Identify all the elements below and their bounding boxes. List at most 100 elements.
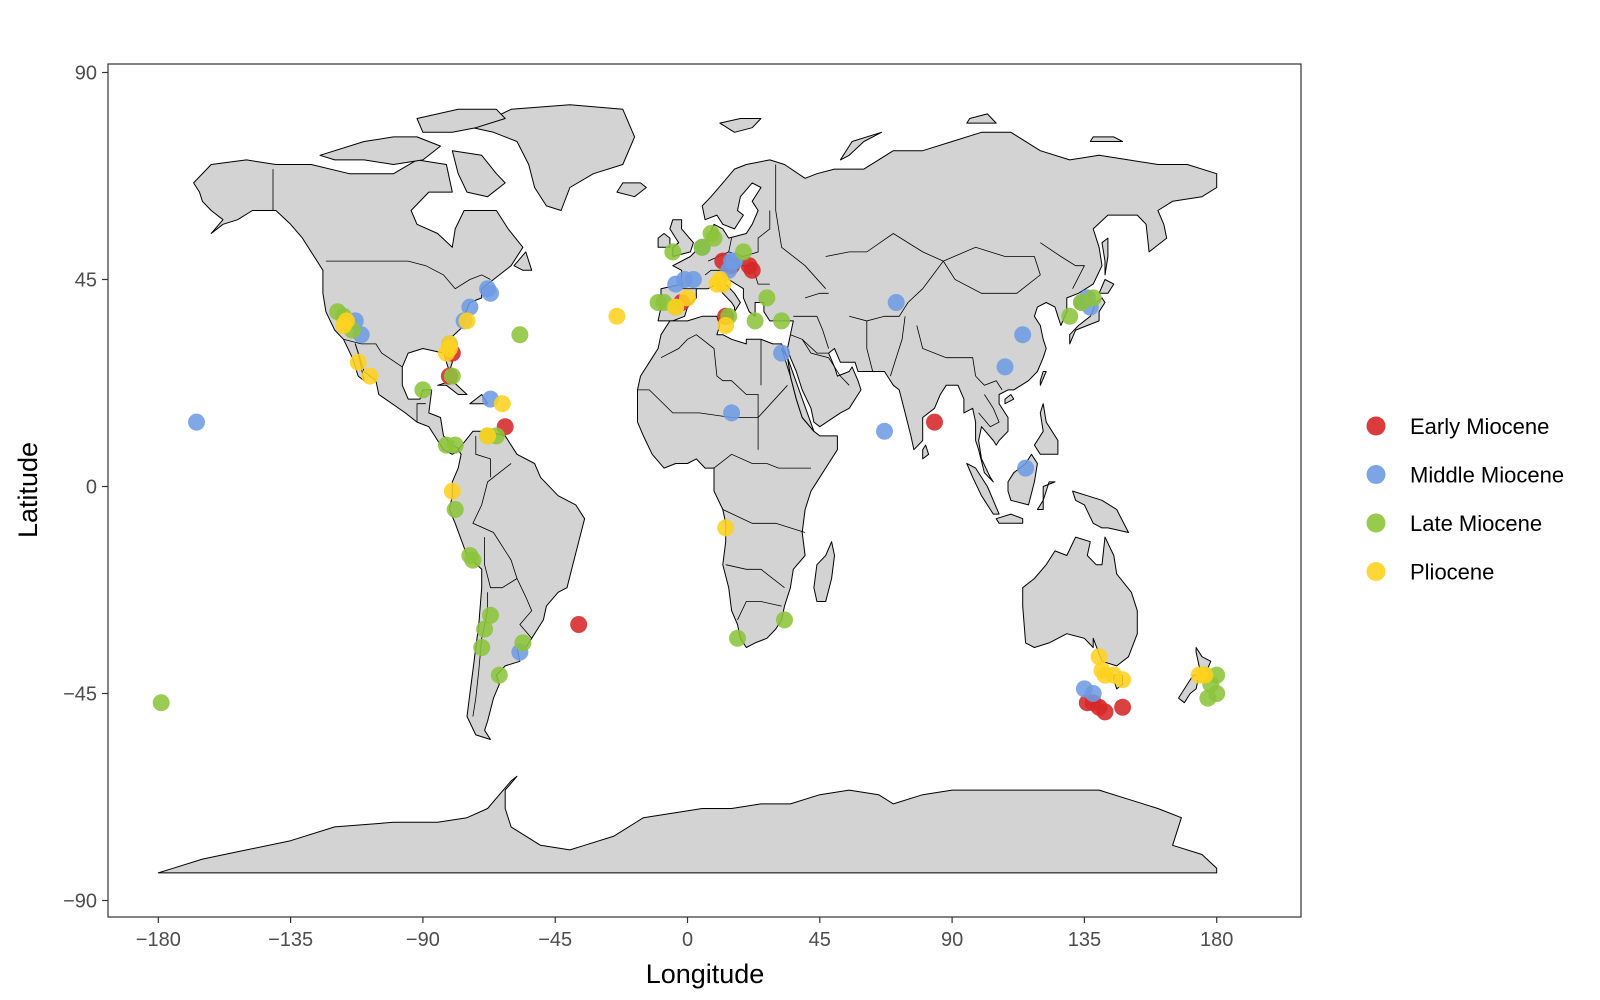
legend-item-middle-miocene: Middle Miocene (1366, 463, 1564, 488)
point-late-miocene (746, 312, 764, 330)
y-tick-label: 90 (75, 63, 97, 85)
point-pliocene (717, 317, 735, 334)
point-pliocene (1196, 666, 1214, 684)
point-late-miocene (446, 501, 464, 518)
legend-item-early-miocene: Early Miocene (1366, 414, 1549, 439)
x-tick-label: −135 (268, 929, 313, 951)
land-canadian-islands-1 (319, 136, 441, 165)
point-late-miocene (776, 611, 793, 629)
point-middle-miocene (188, 413, 205, 431)
point-late-miocene (705, 229, 723, 247)
world-land-layer (157, 104, 1218, 874)
border-china-russia (1040, 242, 1086, 289)
border-arabia (790, 334, 829, 354)
border-indochina-2 (978, 394, 1000, 428)
border-russia-west (775, 164, 826, 289)
land-canadian-islands-3 (451, 150, 506, 198)
point-late-miocene (514, 634, 532, 652)
x-tick-label: −90 (406, 929, 440, 951)
point-pliocene (440, 340, 458, 357)
land-sumatra (966, 463, 1000, 515)
point-late-miocene (693, 238, 711, 256)
point-pliocene (338, 312, 355, 330)
legend-item-pliocene: Pliocene (1366, 560, 1494, 585)
plot-panel-border (107, 63, 1302, 918)
border-iran-afg (866, 320, 874, 372)
x-tick-label: 135 (1068, 929, 1101, 951)
point-late-miocene (773, 312, 791, 330)
point-late-miocene (511, 326, 529, 344)
point-pliocene (349, 353, 367, 371)
point-pliocene (714, 275, 732, 293)
legend-label-middle-miocene: Middle Miocene (1410, 463, 1564, 488)
land-philippines (1033, 403, 1059, 455)
border-africa-south (722, 509, 806, 533)
border-kazakh (825, 233, 944, 262)
point-middle-miocene (1014, 326, 1032, 344)
land-new-siberian (1089, 136, 1124, 142)
x-tick-label: 0 (682, 929, 693, 951)
land-taiwan (1039, 371, 1047, 386)
point-late-miocene (464, 551, 482, 569)
point-late-miocene (490, 666, 508, 684)
border-sahara-2 (637, 385, 788, 418)
point-early-miocene (1096, 703, 1114, 721)
point-middle-miocene (723, 404, 741, 422)
x-tick-label: −180 (136, 929, 181, 951)
legend-label-late-miocene: Late Miocene (1410, 511, 1542, 536)
border-brazil-west (472, 463, 533, 639)
border-mexico-south (416, 403, 426, 423)
point-middle-miocene (461, 298, 479, 316)
border-us-mexico (343, 338, 403, 368)
land-sakhalin (1101, 237, 1109, 276)
point-pliocene (493, 395, 511, 413)
land-australia (1022, 536, 1138, 667)
series-pliocene (335, 271, 1214, 689)
x-axis-title: Longitude (646, 959, 765, 989)
land-sulawesi (1036, 481, 1056, 510)
y-tick-label: −45 (63, 684, 97, 706)
point-late-miocene (473, 639, 491, 656)
border-pakistan-india (890, 316, 906, 377)
point-early-miocene (570, 616, 588, 633)
land-canadian-islands-2 (416, 108, 506, 133)
land-newfoundland (513, 251, 533, 271)
y-tick-label: −90 (63, 891, 97, 913)
point-late-miocene (729, 629, 746, 647)
point-middle-miocene (479, 280, 497, 298)
point-early-miocene (743, 261, 761, 279)
point-pliocene (608, 307, 626, 325)
land-severnaya (966, 113, 997, 124)
point-late-miocene (1061, 307, 1079, 325)
point-pliocene (458, 312, 476, 330)
land-antarctica (157, 775, 1218, 874)
x-axis: −180 −135 −90 −45 0 45 90 135 180 (136, 917, 1233, 951)
point-late-miocene (1208, 666, 1226, 684)
land-novaya-zemlya (839, 131, 882, 161)
land-arabia-sinai-fill (787, 357, 815, 432)
land-hainan (1004, 394, 1015, 405)
border-africa-south-3 (737, 601, 782, 621)
land-sri-lanka (922, 444, 930, 460)
land-japan-hokkaido (1098, 279, 1115, 294)
border-sahara-1 (660, 334, 759, 450)
y-tick-label: 45 (75, 270, 97, 292)
border-india-china (916, 325, 976, 377)
land-new-guinea (1072, 490, 1129, 533)
border-indochina (975, 375, 1003, 391)
legend-label-pliocene: Pliocene (1410, 560, 1494, 585)
y-tick-label: 0 (86, 477, 97, 499)
legend-label-early-miocene: Early Miocene (1410, 414, 1549, 439)
point-middle-miocene (876, 422, 893, 440)
legend-key-early-miocene (1366, 416, 1386, 436)
point-middle-miocene (773, 344, 791, 362)
point-middle-miocene (684, 271, 702, 288)
point-late-miocene (734, 243, 752, 261)
point-late-miocene (414, 381, 432, 399)
legend-item-late-miocene: Late Miocene (1366, 511, 1542, 536)
point-late-miocene (443, 367, 461, 385)
point-pliocene (1114, 671, 1132, 689)
border-arabia-2 (801, 339, 850, 386)
point-late-miocene (482, 606, 499, 624)
